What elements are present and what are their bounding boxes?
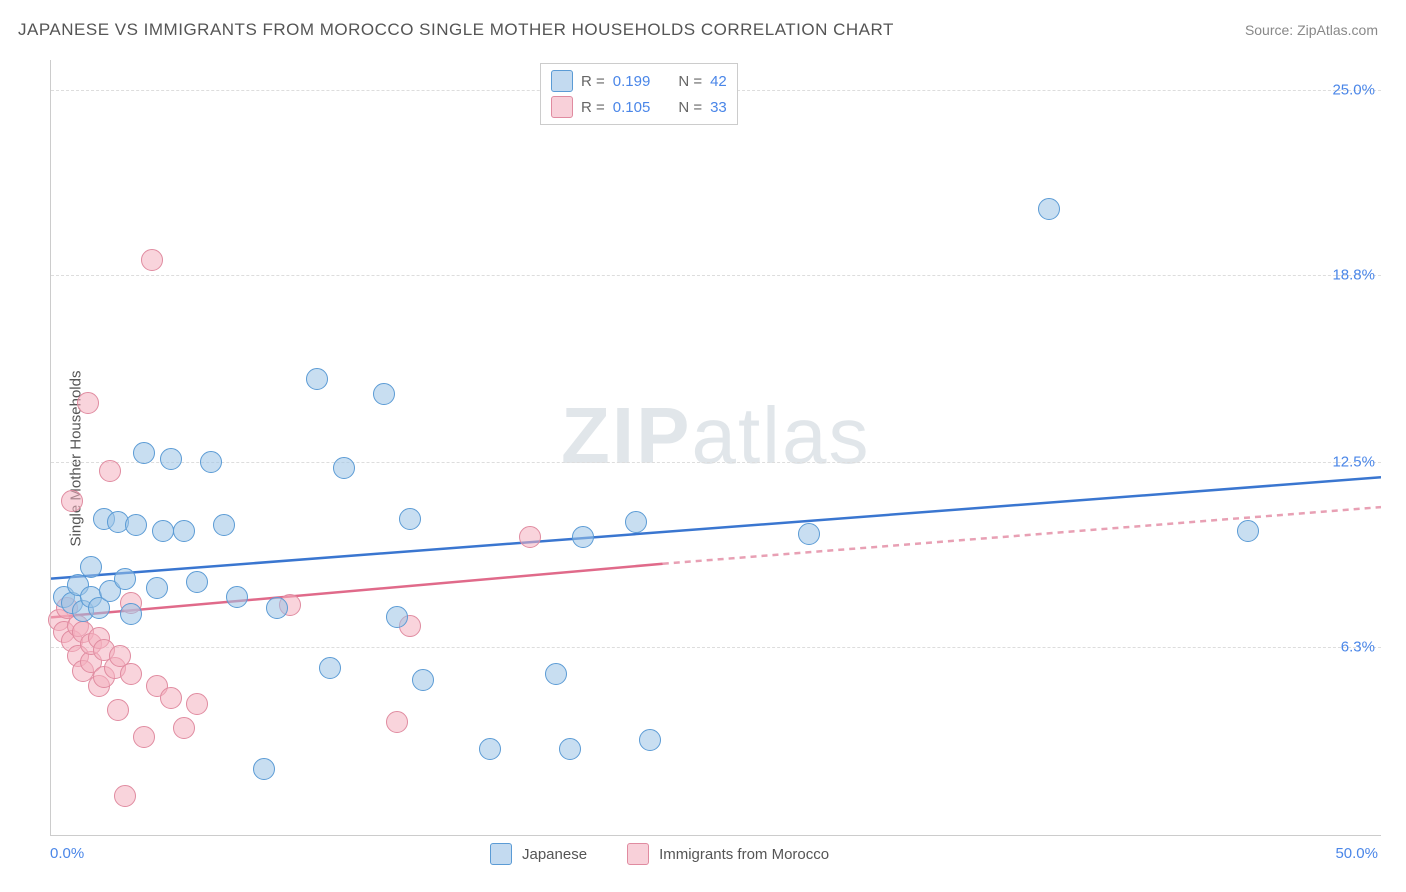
data-point-a: [114, 568, 136, 590]
data-point-a: [213, 514, 235, 536]
data-point-b: [77, 392, 99, 414]
data-point-a: [373, 383, 395, 405]
x-axis-min-label: 0.0%: [50, 845, 84, 862]
legend-label-a: Japanese: [522, 846, 587, 863]
data-point-a: [479, 738, 501, 760]
stats-legend-box: R = 0.199 N = 42 R = 0.105 N = 33: [540, 63, 738, 125]
data-point-a: [386, 606, 408, 628]
gridline: [51, 275, 1381, 276]
data-point-a: [80, 556, 102, 578]
chart-title: JAPANESE VS IMMIGRANTS FROM MOROCCO SING…: [18, 20, 894, 40]
stat-N-value-b: 33: [710, 99, 727, 116]
stats-row-series-b: R = 0.105 N = 33: [551, 94, 727, 120]
data-point-b: [120, 663, 142, 685]
data-point-b: [173, 717, 195, 739]
data-point-a: [266, 597, 288, 619]
swatch-series-b: [551, 96, 573, 118]
data-point-a: [200, 451, 222, 473]
data-point-a: [319, 657, 341, 679]
gridline: [51, 647, 1381, 648]
swatch-series-a: [551, 70, 573, 92]
stat-N-label: N =: [678, 73, 702, 90]
x-axis-max-label: 50.0%: [1335, 845, 1378, 862]
legend-swatch-a: [490, 843, 512, 865]
data-point-b: [141, 249, 163, 271]
data-point-a: [1038, 198, 1060, 220]
data-point-b: [386, 711, 408, 733]
legend-swatch-b: [627, 843, 649, 865]
data-point-b: [160, 687, 182, 709]
data-point-a: [226, 586, 248, 608]
data-point-a: [412, 669, 434, 691]
y-tick-label: 18.8%: [1332, 266, 1375, 283]
y-tick-label: 6.3%: [1341, 639, 1375, 656]
source-label: Source: ZipAtlas.com: [1245, 22, 1378, 38]
data-point-a: [253, 758, 275, 780]
stat-R-label: R =: [581, 73, 605, 90]
data-point-b: [519, 526, 541, 548]
data-point-a: [186, 571, 208, 593]
data-point-a: [798, 523, 820, 545]
data-point-a: [559, 738, 581, 760]
data-point-a: [545, 663, 567, 685]
stat-N-value-a: 42: [710, 73, 727, 90]
trendline: [663, 507, 1381, 564]
trendline: [51, 477, 1381, 578]
data-point-a: [133, 442, 155, 464]
data-point-a: [125, 514, 147, 536]
data-point-b: [186, 693, 208, 715]
chart-plot-area: ZIPatlas 6.3%12.5%18.8%25.0%: [50, 60, 1381, 836]
data-point-b: [133, 726, 155, 748]
data-point-a: [146, 577, 168, 599]
data-point-a: [639, 729, 661, 751]
y-tick-label: 12.5%: [1332, 454, 1375, 471]
gridline: [51, 462, 1381, 463]
legend-bottom: Japanese Immigrants from Morocco: [490, 843, 829, 865]
data-point-a: [160, 448, 182, 470]
stat-R-label: R =: [581, 99, 605, 116]
trendlines-layer: [51, 60, 1381, 835]
data-point-a: [306, 368, 328, 390]
y-tick-label: 25.0%: [1332, 81, 1375, 98]
stats-row-series-a: R = 0.199 N = 42: [551, 68, 727, 94]
data-point-b: [107, 699, 129, 721]
data-point-a: [173, 520, 195, 542]
data-point-b: [114, 785, 136, 807]
data-point-a: [572, 526, 594, 548]
data-point-a: [333, 457, 355, 479]
stat-R-value-b: 0.105: [613, 99, 651, 116]
stat-N-label: N =: [678, 99, 702, 116]
data-point-a: [152, 520, 174, 542]
data-point-a: [1237, 520, 1259, 542]
data-point-b: [99, 460, 121, 482]
data-point-a: [399, 508, 421, 530]
data-point-a: [120, 603, 142, 625]
legend-label-b: Immigrants from Morocco: [659, 846, 829, 863]
data-point-a: [625, 511, 647, 533]
stat-R-value-a: 0.199: [613, 73, 651, 90]
data-point-b: [61, 490, 83, 512]
